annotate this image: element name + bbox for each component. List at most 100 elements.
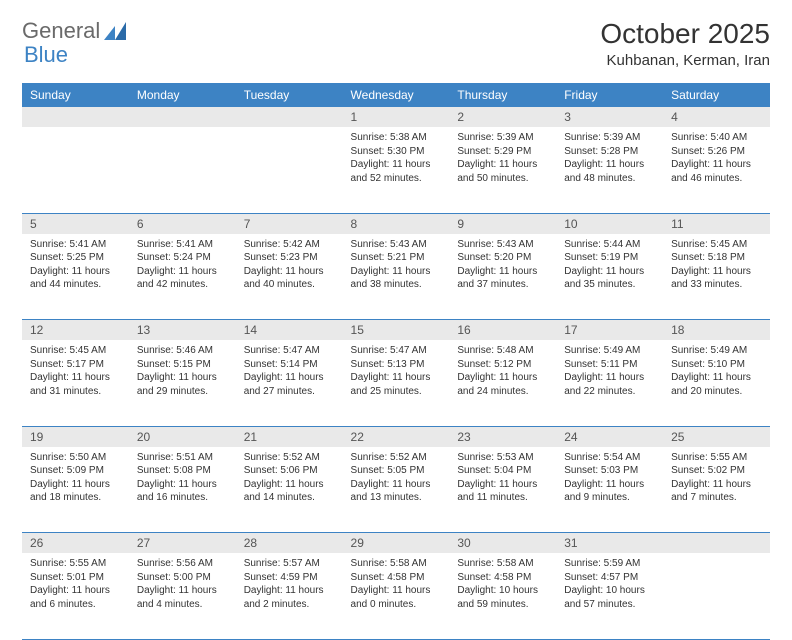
sunrise-text: Sunrise: 5:59 AM <box>564 557 655 571</box>
daylight-text: and 4 minutes. <box>137 598 228 612</box>
day-number-cell: 2 <box>449 107 556 127</box>
daylight-text: and 29 minutes. <box>137 385 228 399</box>
day-number: 30 <box>449 533 556 553</box>
sunrise-text: Sunrise: 5:55 AM <box>671 451 762 465</box>
logo-text-b: Blue <box>24 42 68 68</box>
sunrise-text: Sunrise: 5:52 AM <box>244 451 335 465</box>
day-cell: Sunrise: 5:43 AMSunset: 5:20 PMDaylight:… <box>449 234 556 320</box>
sunrise-text: Sunrise: 5:55 AM <box>30 557 121 571</box>
day-cell: Sunrise: 5:56 AMSunset: 5:00 PMDaylight:… <box>129 553 236 639</box>
daylight-text: and 2 minutes. <box>244 598 335 612</box>
daylight-text: and 46 minutes. <box>671 172 762 186</box>
daylight-text: Daylight: 11 hours <box>671 158 762 172</box>
sunset-text: Sunset: 5:30 PM <box>351 145 442 159</box>
sunset-text: Sunset: 5:09 PM <box>30 464 121 478</box>
day-cell: Sunrise: 5:58 AMSunset: 4:58 PMDaylight:… <box>449 553 556 639</box>
day-number: 17 <box>556 320 663 340</box>
title-block: October 2025 Kuhbanan, Kerman, Iran <box>600 18 770 69</box>
day-number-cell: 14 <box>236 320 343 341</box>
day-cell: Sunrise: 5:39 AMSunset: 5:29 PMDaylight:… <box>449 127 556 213</box>
daylight-text: Daylight: 11 hours <box>457 158 548 172</box>
logo-text-a: General <box>22 18 100 44</box>
day-number-cell <box>22 107 129 127</box>
sunrise-text: Sunrise: 5:49 AM <box>671 344 762 358</box>
sunset-text: Sunset: 5:15 PM <box>137 358 228 372</box>
sunset-text: Sunset: 5:11 PM <box>564 358 655 372</box>
day-number: 28 <box>236 533 343 553</box>
day-number-cell: 12 <box>22 320 129 341</box>
day-number: 6 <box>129 214 236 234</box>
daylight-text: Daylight: 11 hours <box>244 371 335 385</box>
sunset-text: Sunset: 4:58 PM <box>351 571 442 585</box>
day-cell <box>22 127 129 213</box>
daylight-text: Daylight: 11 hours <box>564 371 655 385</box>
day-cell <box>663 553 770 639</box>
daylight-text: and 14 minutes. <box>244 491 335 505</box>
day-body: Sunrise: 5:41 AMSunset: 5:25 PMDaylight:… <box>22 234 129 298</box>
day-cell: Sunrise: 5:46 AMSunset: 5:15 PMDaylight:… <box>129 340 236 426</box>
day-cell: Sunrise: 5:38 AMSunset: 5:30 PMDaylight:… <box>343 127 450 213</box>
day-number-cell: 11 <box>663 213 770 234</box>
day-cell: Sunrise: 5:45 AMSunset: 5:17 PMDaylight:… <box>22 340 129 426</box>
daylight-text: Daylight: 11 hours <box>351 584 442 598</box>
sunset-text: Sunset: 5:28 PM <box>564 145 655 159</box>
sunrise-text: Sunrise: 5:52 AM <box>351 451 442 465</box>
day-body: Sunrise: 5:57 AMSunset: 4:59 PMDaylight:… <box>236 553 343 617</box>
day-body: Sunrise: 5:48 AMSunset: 5:12 PMDaylight:… <box>449 340 556 404</box>
day-cell: Sunrise: 5:49 AMSunset: 5:11 PMDaylight:… <box>556 340 663 426</box>
sunset-text: Sunset: 5:03 PM <box>564 464 655 478</box>
sunrise-text: Sunrise: 5:57 AM <box>244 557 335 571</box>
daylight-text: and 48 minutes. <box>564 172 655 186</box>
day-cell: Sunrise: 5:47 AMSunset: 5:14 PMDaylight:… <box>236 340 343 426</box>
sunrise-text: Sunrise: 5:58 AM <box>351 557 442 571</box>
day-cell: Sunrise: 5:45 AMSunset: 5:18 PMDaylight:… <box>663 234 770 320</box>
daylight-text: Daylight: 11 hours <box>137 371 228 385</box>
day-number: 8 <box>343 214 450 234</box>
daylight-text: Daylight: 11 hours <box>351 371 442 385</box>
day-body: Sunrise: 5:47 AMSunset: 5:13 PMDaylight:… <box>343 340 450 404</box>
day-number: 12 <box>22 320 129 340</box>
day-body: Sunrise: 5:50 AMSunset: 5:09 PMDaylight:… <box>22 447 129 511</box>
day-cell: Sunrise: 5:52 AMSunset: 5:05 PMDaylight:… <box>343 447 450 533</box>
sunrise-text: Sunrise: 5:48 AM <box>457 344 548 358</box>
day-cell: Sunrise: 5:59 AMSunset: 4:57 PMDaylight:… <box>556 553 663 639</box>
weekday-header: Thursday <box>449 83 556 107</box>
daylight-text: and 57 minutes. <box>564 598 655 612</box>
daylight-text: and 50 minutes. <box>457 172 548 186</box>
sunrise-text: Sunrise: 5:51 AM <box>137 451 228 465</box>
day-number: 7 <box>236 214 343 234</box>
day-number: 27 <box>129 533 236 553</box>
sunset-text: Sunset: 5:24 PM <box>137 251 228 265</box>
daylight-text: Daylight: 11 hours <box>671 478 762 492</box>
day-number: 3 <box>556 107 663 127</box>
day-body: Sunrise: 5:49 AMSunset: 5:10 PMDaylight:… <box>663 340 770 404</box>
day-body: Sunrise: 5:45 AMSunset: 5:18 PMDaylight:… <box>663 234 770 298</box>
day-body: Sunrise: 5:54 AMSunset: 5:03 PMDaylight:… <box>556 447 663 511</box>
daylight-text: Daylight: 11 hours <box>244 478 335 492</box>
daylight-text: Daylight: 11 hours <box>30 584 121 598</box>
day-number-cell: 13 <box>129 320 236 341</box>
day-cell: Sunrise: 5:41 AMSunset: 5:24 PMDaylight:… <box>129 234 236 320</box>
sunrise-text: Sunrise: 5:46 AM <box>137 344 228 358</box>
daylight-text: and 59 minutes. <box>457 598 548 612</box>
day-cell: Sunrise: 5:49 AMSunset: 5:10 PMDaylight:… <box>663 340 770 426</box>
day-number-cell: 20 <box>129 426 236 447</box>
day-cell: Sunrise: 5:43 AMSunset: 5:21 PMDaylight:… <box>343 234 450 320</box>
sunset-text: Sunset: 5:01 PM <box>30 571 121 585</box>
sunset-text: Sunset: 5:04 PM <box>457 464 548 478</box>
sunrise-text: Sunrise: 5:47 AM <box>244 344 335 358</box>
day-number-cell: 1 <box>343 107 450 127</box>
day-body: Sunrise: 5:39 AMSunset: 5:28 PMDaylight:… <box>556 127 663 191</box>
sunrise-text: Sunrise: 5:43 AM <box>457 238 548 252</box>
sunrise-text: Sunrise: 5:41 AM <box>30 238 121 252</box>
day-body: Sunrise: 5:46 AMSunset: 5:15 PMDaylight:… <box>129 340 236 404</box>
sunrise-text: Sunrise: 5:39 AM <box>457 131 548 145</box>
day-body: Sunrise: 5:58 AMSunset: 4:58 PMDaylight:… <box>343 553 450 617</box>
sunrise-text: Sunrise: 5:43 AM <box>351 238 442 252</box>
weekday-header: Saturday <box>663 83 770 107</box>
day-body: Sunrise: 5:56 AMSunset: 5:00 PMDaylight:… <box>129 553 236 617</box>
logo: General <box>22 18 126 44</box>
sunset-text: Sunset: 5:05 PM <box>351 464 442 478</box>
daylight-text: Daylight: 11 hours <box>351 265 442 279</box>
sunset-text: Sunset: 5:17 PM <box>30 358 121 372</box>
